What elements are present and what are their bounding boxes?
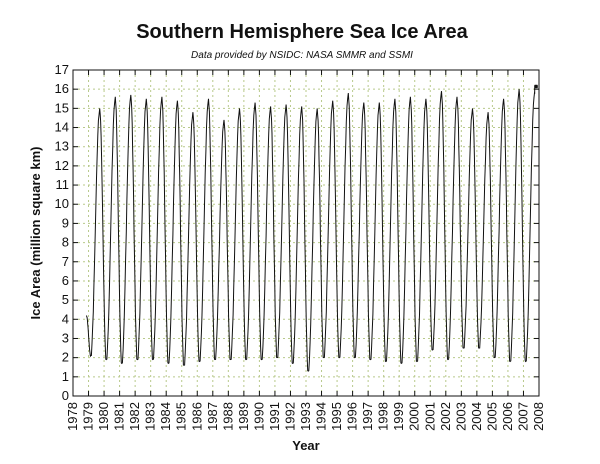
y-tick-label: 15 bbox=[55, 100, 69, 115]
x-tick-label: 1983 bbox=[143, 402, 158, 431]
x-tick-label: 1993 bbox=[298, 402, 313, 431]
y-tick-label: 1 bbox=[62, 369, 69, 384]
x-tick-label: 1998 bbox=[376, 402, 391, 431]
x-tick-label: 2003 bbox=[453, 402, 468, 431]
x-tick-label: 1982 bbox=[127, 402, 142, 431]
x-tick-label: 1981 bbox=[112, 402, 127, 431]
y-tick-label: 2 bbox=[62, 350, 69, 365]
x-tick-label: 1990 bbox=[251, 402, 266, 431]
plot-frame bbox=[72, 69, 540, 397]
x-tick-label: 1995 bbox=[329, 402, 344, 431]
x-tick-label: 1994 bbox=[314, 402, 329, 431]
x-tick-label: 1988 bbox=[220, 402, 235, 431]
y-tick-label: 14 bbox=[55, 120, 69, 135]
x-tick-label: 1985 bbox=[174, 402, 189, 431]
x-axis-label: Year bbox=[292, 438, 319, 453]
chart-title: Southern Hemisphere Sea Ice Area bbox=[136, 21, 468, 43]
x-tick-label: 2005 bbox=[484, 402, 499, 431]
x-tick-label: 1978 bbox=[65, 402, 80, 431]
x-tick-label: 1997 bbox=[360, 402, 375, 431]
x-tick-label: 2001 bbox=[422, 402, 437, 431]
x-tick-label: 1999 bbox=[391, 402, 406, 431]
x-tick-label: 1991 bbox=[267, 402, 282, 431]
x-tick-label: 1987 bbox=[205, 402, 220, 431]
x-tick-label: 2007 bbox=[515, 402, 530, 431]
y-tick-label: 9 bbox=[62, 215, 69, 230]
series-line-sea-ice-area bbox=[86, 84, 538, 372]
x-tick-label: 2002 bbox=[438, 402, 453, 431]
y-tick-label: 7 bbox=[62, 254, 69, 269]
y-tick-label: 12 bbox=[55, 158, 69, 173]
y-tick-label: 17 bbox=[55, 62, 69, 77]
y-tick-label: 5 bbox=[62, 292, 69, 307]
chart-subtitle: Data provided by NSIDC: NASA SMMR and SS… bbox=[191, 50, 413, 61]
y-tick-label: 13 bbox=[55, 139, 69, 154]
x-tick-label: 1986 bbox=[189, 402, 204, 431]
y-tick-label: 6 bbox=[62, 273, 69, 288]
y-tick-label: 8 bbox=[62, 235, 69, 250]
x-tick-label: 2004 bbox=[469, 402, 484, 431]
x-tick-label: 1980 bbox=[96, 402, 111, 431]
x-tick-label: 1992 bbox=[282, 402, 297, 431]
x-tick-label: 2000 bbox=[407, 402, 422, 431]
x-tick-label: 1984 bbox=[158, 402, 173, 431]
grid bbox=[73, 70, 539, 396]
y-tick-label: 16 bbox=[55, 81, 69, 96]
y-tick-label: 3 bbox=[62, 330, 69, 345]
y-tick-label: 4 bbox=[62, 311, 69, 326]
y-tick-label: 10 bbox=[55, 196, 69, 211]
y-tick-label: 11 bbox=[56, 177, 70, 192]
x-tick-label: 2006 bbox=[500, 402, 515, 431]
x-tick-label: 1996 bbox=[345, 402, 360, 431]
y-tick-label: 0 bbox=[62, 388, 69, 403]
x-tick-label: 2008 bbox=[531, 402, 546, 431]
x-tick-label: 1979 bbox=[81, 402, 96, 431]
y-axis-label: Ice Area (million square km) bbox=[28, 147, 43, 320]
x-tick-label: 1989 bbox=[236, 402, 251, 431]
